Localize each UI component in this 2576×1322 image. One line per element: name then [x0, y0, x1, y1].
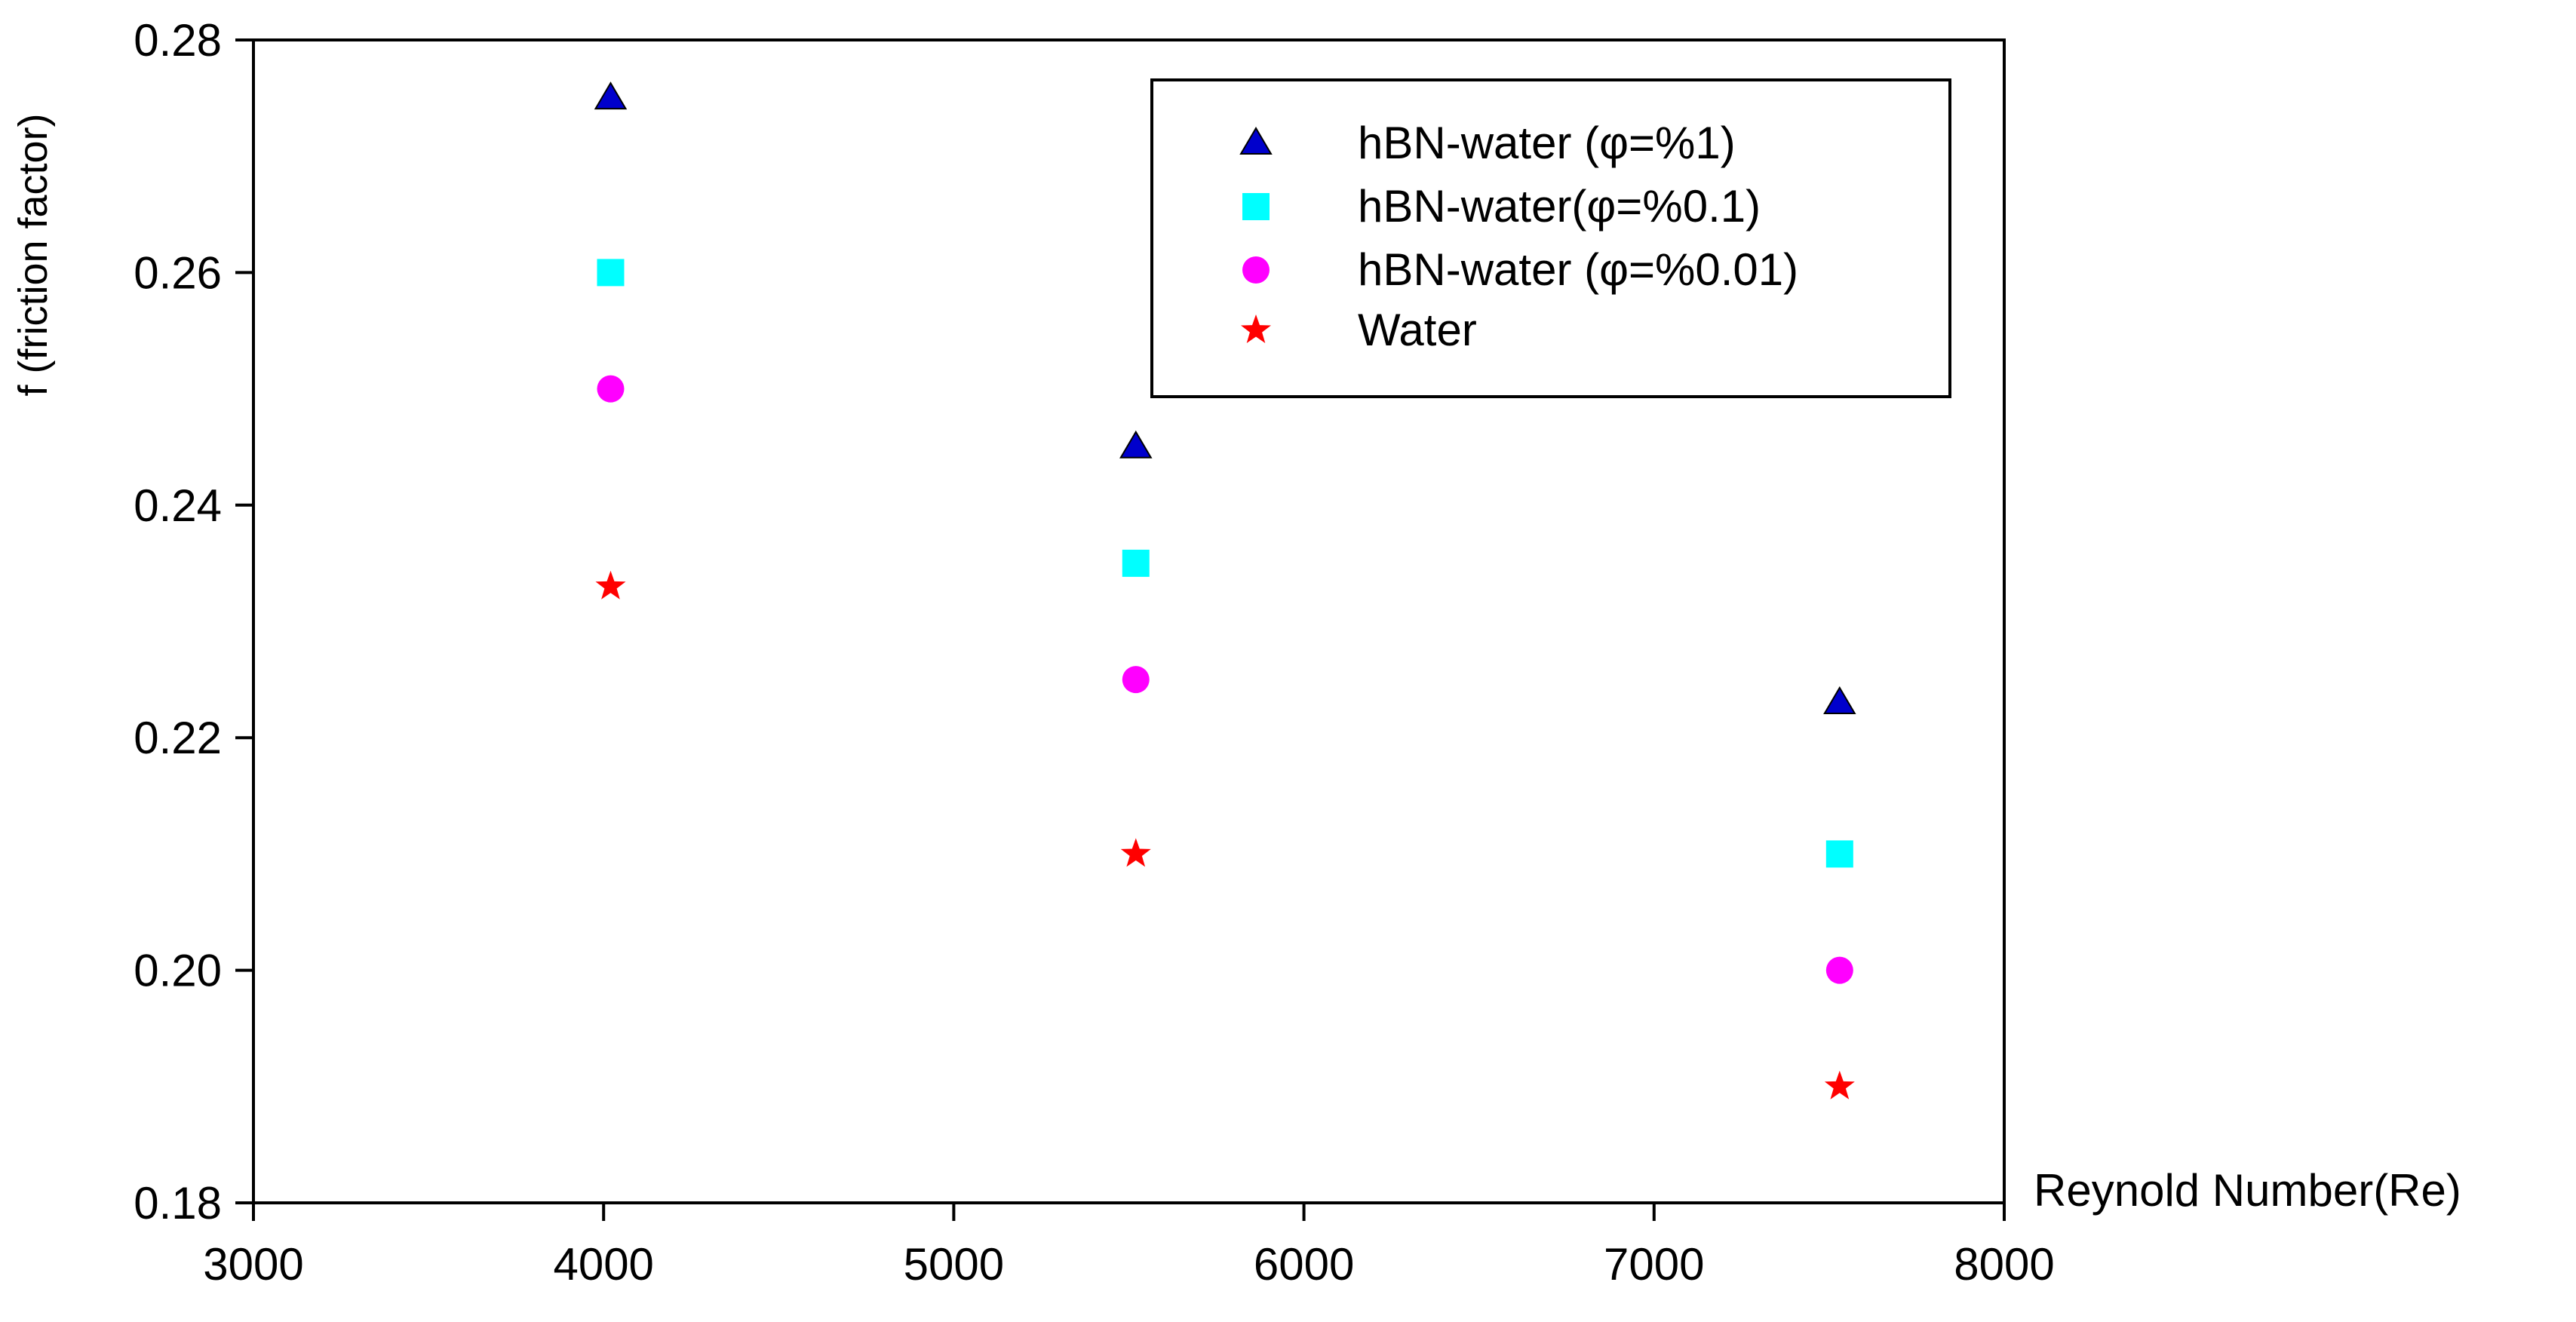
data-point-series-2 — [597, 259, 625, 287]
axes: 3000 4000 5000 6000 7000 8000 0.18 0.20 0.22 0.2… — [134, 15, 2055, 1290]
y-tick-label: 0.24 — [134, 480, 222, 531]
x-tick-label: 7000 — [1604, 1239, 1704, 1290]
x-axis-ticks: 3000 4000 5000 6000 7000 8000 — [203, 1203, 2055, 1290]
y-tick-label: 0.22 — [134, 713, 222, 763]
legend: hBN-water (φ=%1) hBN-water(φ=%0.1) hBN-wat… — [1150, 78, 1951, 398]
legend-marker-4 — [1241, 314, 1271, 343]
legend-marker-1 — [1239, 127, 1273, 155]
data-point-series-2 — [1122, 549, 1150, 577]
x-tick-label: 3000 — [203, 1239, 303, 1290]
legend-items: hBN-water (φ=%1) hBN-water(φ=%0.1) hBN-wat… — [1239, 118, 1798, 355]
legend-label-3: hBN-water (φ=%0.01) — [1358, 244, 1798, 295]
data-point-series-3 — [1825, 956, 1853, 984]
y-axis-ticks: 0.18 0.20 0.22 0.24 0.26 0.28 — [134, 15, 253, 1228]
x-tick-label: 4000 — [553, 1239, 653, 1290]
legend-marker-2 — [1242, 193, 1270, 220]
legend-label-4: Water — [1358, 305, 1477, 355]
legend-marker-3 — [1242, 256, 1270, 284]
x-tick-label: 6000 — [1254, 1239, 1354, 1290]
legend-label-1: hBN-water (φ=%1) — [1358, 118, 1736, 168]
data-point-series-4 — [1120, 838, 1151, 867]
data-point-series-3 — [597, 375, 625, 403]
y-tick-label: 0.28 — [134, 15, 222, 66]
y-axis-label: f (friction factor) — [11, 113, 56, 396]
x-axis-label: Reynold Number(Re) — [2034, 1165, 2461, 1216]
y-tick-label: 0.18 — [134, 1178, 222, 1228]
y-tick-label: 0.20 — [134, 946, 222, 996]
y-tick-label: 0.26 — [134, 247, 222, 298]
data-point-series-4 — [1824, 1070, 1855, 1100]
legend-label-2: hBN-water(φ=%0.1) — [1358, 181, 1761, 232]
data-point-series-1 — [594, 81, 628, 110]
legend-box — [1150, 78, 1951, 398]
data-point-series-1 — [1823, 686, 1856, 714]
data-points — [594, 81, 1856, 1100]
data-point-series-2 — [1825, 840, 1853, 868]
x-tick-label: 8000 — [1954, 1239, 2054, 1290]
data-point-series-1 — [1119, 430, 1153, 459]
x-tick-label: 5000 — [904, 1239, 1004, 1290]
plot-frame — [252, 38, 2006, 1204]
data-point-series-3 — [1122, 666, 1150, 694]
data-point-series-4 — [595, 570, 626, 600]
